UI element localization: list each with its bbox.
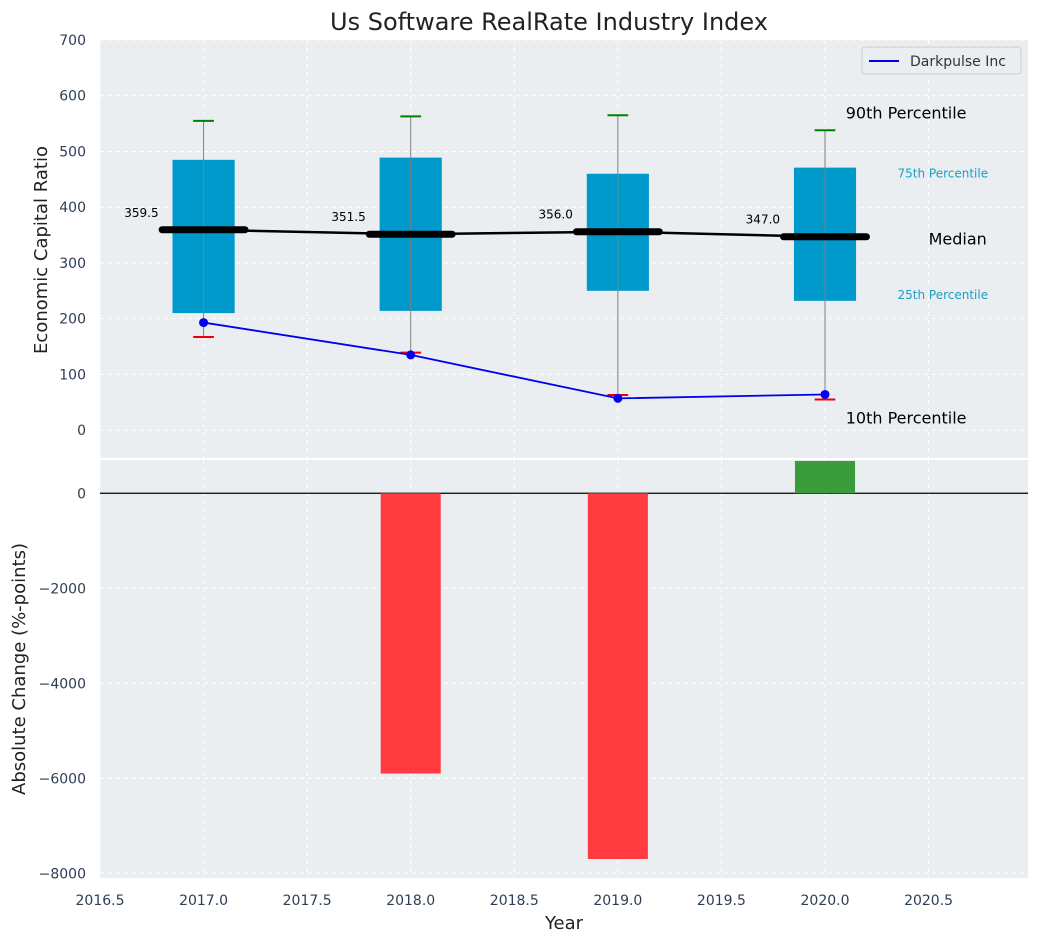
percentile-annotations: 359.5 351.5 356.0 347.0 90th Percentile 75th … <box>124 103 988 427</box>
change-bars <box>380 460 856 859</box>
x-tick-label: 2020.0 <box>801 893 850 909</box>
x-tick-label: 2016.5 <box>76 893 125 909</box>
x-axis-label: Year <box>544 913 584 934</box>
median-annotation: Median <box>929 230 987 249</box>
chart-title: Us Software RealRate Industry Index <box>330 8 768 36</box>
top-y-tick-label: 300 <box>59 256 86 272</box>
company-series <box>199 318 830 403</box>
series-point <box>199 318 209 328</box>
x-tick-label: 2019.5 <box>697 893 746 909</box>
bottom-y-tick-label: −4000 <box>39 676 86 692</box>
change-bar <box>794 460 856 494</box>
top-y-tick-label: 400 <box>59 200 86 216</box>
p75-annotation: 75th Percentile <box>898 167 989 181</box>
legend: Darkpulse Inc <box>861 46 1022 75</box>
x-tick-label: 2018.0 <box>386 893 435 909</box>
top-y-tick-label: 0 <box>77 423 86 439</box>
legend-box <box>861 46 1022 75</box>
series-point <box>820 389 830 399</box>
top-y-tick-label: 700 <box>59 33 86 49</box>
bottom-y-tick-label: 0 <box>77 486 86 502</box>
series-line <box>203 321 826 400</box>
x-tick-label: 2018.5 <box>490 893 539 909</box>
bottom-y-axis-label: Absolute Change (%-points) <box>9 543 30 795</box>
top-y-tick-label: 500 <box>59 144 86 160</box>
series-point <box>406 350 416 360</box>
top-y-tick-label: 600 <box>59 89 86 105</box>
p25-annotation: 25th Percentile <box>898 288 989 302</box>
top-y-axis-label: Economic Capital Ratio <box>31 146 52 354</box>
x-tick-label: 2019.0 <box>593 893 642 909</box>
box-plots <box>158 114 870 401</box>
top-panel-background <box>100 40 1028 458</box>
p10-annotation: 10th Percentile <box>846 408 967 427</box>
median-trend-line <box>203 228 826 238</box>
change-bar <box>587 493 648 859</box>
bottom-panel-background <box>100 460 1028 878</box>
median-value-label: 356.0 <box>539 208 573 222</box>
median-value-label: 351.5 <box>331 210 365 224</box>
x-tick-label: 2020.5 <box>904 893 953 909</box>
top-y-tick-label: 100 <box>59 367 86 383</box>
change-bar <box>380 493 441 774</box>
median-value-label: 347.0 <box>746 213 780 227</box>
legend-entry-label: Darkpulse Inc <box>910 54 1006 70</box>
bottom-y-tick-label: −6000 <box>39 771 86 787</box>
x-tick-label: 2017.5 <box>283 893 332 909</box>
p90-annotation: 90th Percentile <box>846 103 967 122</box>
axis-ticks: 2016.5 2017.0 2017.5 2018.0 2018.5 2019.0 2019… <box>39 33 953 909</box>
x-tick-label: 2017.0 <box>179 893 228 909</box>
bottom-y-tick-label: −8000 <box>39 866 86 882</box>
median-value-label: 359.5 <box>124 206 158 220</box>
series-point <box>613 393 623 403</box>
bottom-y-tick-label: −2000 <box>39 581 86 597</box>
top-y-tick-label: 200 <box>59 312 86 328</box>
